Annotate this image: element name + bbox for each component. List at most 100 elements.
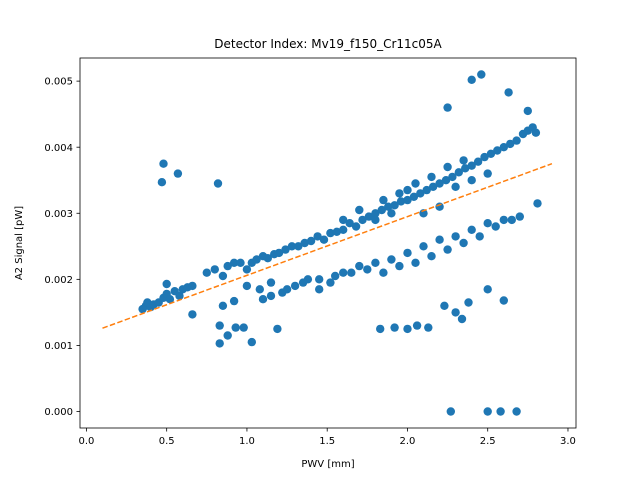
data-point: [229, 258, 239, 267]
data-point: [448, 172, 457, 182]
data-point: [419, 242, 428, 251]
data-point: [355, 261, 364, 271]
data-point: [223, 331, 232, 340]
data-point: [443, 103, 452, 112]
data-point: [175, 291, 184, 301]
x-tick-label: 2.0: [400, 436, 416, 447]
data-point: [319, 235, 329, 244]
data-point: [491, 222, 500, 231]
data-point: [416, 189, 425, 198]
data-point: [298, 278, 308, 287]
y-tick-label: 0.001: [44, 341, 73, 352]
data-point: [282, 285, 292, 294]
y-tick-label: 0.000: [44, 407, 73, 418]
data-point: [427, 172, 436, 182]
data-point: [202, 268, 211, 277]
data-point: [504, 88, 513, 97]
data-point: [523, 106, 532, 116]
x-tick-label: 0.5: [159, 436, 175, 447]
data-point: [459, 156, 468, 165]
data-point: [347, 268, 356, 277]
data-point: [273, 324, 282, 334]
data-point: [326, 278, 335, 287]
data-point: [242, 281, 252, 291]
data-point: [496, 407, 505, 416]
data-point: [263, 254, 272, 263]
data-point: [395, 261, 404, 271]
data-point: [507, 215, 516, 225]
x-axis-label: PWV [mm]: [301, 459, 354, 470]
data-point: [486, 149, 496, 158]
data-point: [435, 179, 444, 188]
data-point: [315, 275, 324, 284]
data-point: [313, 232, 322, 241]
data-point: [364, 212, 374, 221]
data-points: [138, 70, 542, 416]
data-point: [223, 261, 232, 271]
data-point: [377, 205, 386, 215]
data-point: [480, 152, 489, 162]
y-tick-label: 0.003: [44, 209, 73, 220]
data-point: [427, 252, 436, 261]
data-point: [512, 407, 521, 416]
data-point: [215, 321, 224, 330]
y-tick-label: 0.004: [44, 143, 73, 154]
x-tick-label: 1.0: [239, 436, 255, 447]
data-point: [467, 176, 476, 185]
x-tick-label: 1.5: [319, 436, 335, 447]
data-point: [306, 236, 316, 246]
data-point: [403, 195, 412, 205]
data-point: [376, 324, 385, 334]
data-point: [242, 265, 252, 274]
data-point: [483, 285, 492, 294]
data-point: [387, 209, 396, 218]
data-point: [345, 219, 354, 228]
data-point: [188, 281, 197, 291]
data-point: [451, 232, 460, 241]
data-point: [390, 201, 399, 210]
plot-frame: [79, 57, 577, 429]
data-point: [451, 182, 460, 191]
data-point: [218, 271, 228, 281]
data-point: [215, 339, 224, 348]
fit-line-group: [102, 163, 553, 329]
data-point: [358, 215, 367, 225]
data-point: [499, 143, 508, 152]
data-point: [390, 323, 399, 332]
data-point: [379, 195, 388, 205]
data-point: [411, 179, 420, 188]
data-point: [236, 258, 245, 267]
data-point: [395, 189, 404, 198]
data-point: [266, 291, 276, 301]
x-tick-label: 0.0: [78, 436, 94, 447]
data-point: [461, 164, 470, 173]
data-point: [339, 215, 348, 225]
x-tick-label: 2.5: [480, 436, 496, 447]
data-point: [446, 407, 455, 416]
data-point: [473, 157, 483, 166]
plot-area: [80, 58, 576, 428]
y-axis-label: A2 Signal [pW]: [14, 206, 25, 280]
data-point: [435, 235, 444, 244]
data-point: [165, 295, 175, 304]
data-point: [266, 278, 276, 287]
data-point: [331, 271, 340, 281]
data-point: [493, 146, 502, 155]
data-point: [409, 192, 419, 201]
data-point: [428, 182, 438, 191]
data-point: [188, 310, 197, 319]
data-point: [252, 255, 261, 264]
data-point: [300, 238, 309, 248]
data-point: [326, 228, 335, 238]
data-point: [411, 258, 420, 267]
data-point: [339, 268, 348, 277]
data-point: [231, 323, 240, 332]
y-axis: 0.000 0.001 0.002 0.003 0.004 0.005: [44, 77, 80, 418]
data-point: [467, 75, 476, 85]
data-point: [451, 308, 460, 317]
data-point: [213, 179, 223, 188]
data-point: [531, 128, 541, 137]
data-point: [210, 265, 219, 274]
data-point: [457, 314, 467, 324]
